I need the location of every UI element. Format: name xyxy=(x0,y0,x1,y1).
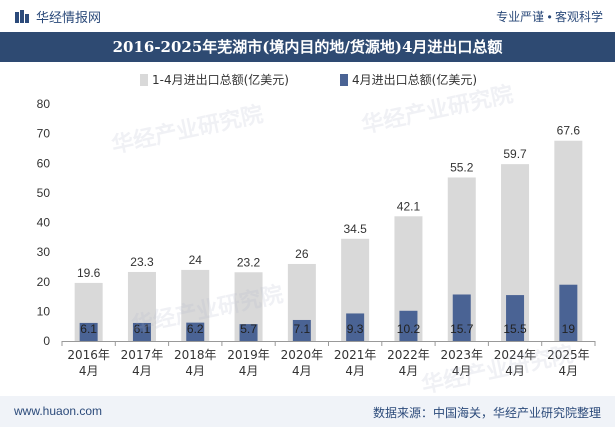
brand-logo-icon xyxy=(15,9,29,23)
x-tick-label-month: 4月 xyxy=(79,364,99,378)
data-label-total: 42.1 xyxy=(397,199,421,213)
data-label-total: 23.3 xyxy=(130,255,154,269)
chart-area: 华经产业研究院 华经产业研究院 华经产业研究院 华经产业研究院 1-4月进出口总… xyxy=(0,62,615,398)
x-tick-label-month: 4月 xyxy=(399,364,419,378)
x-tick-label-year: 2018年 xyxy=(174,348,217,362)
x-tick-label-month: 4月 xyxy=(132,364,152,378)
bar-chart: 1-4月进出口总额(亿美元) 4月进出口总额(亿美元) 0 10 20 30 40 50 60 7… xyxy=(37,72,596,378)
x-tick-label-month: 4月 xyxy=(185,364,205,378)
data-label-total: 59.7 xyxy=(503,147,527,161)
y-tick-label: 20 xyxy=(37,275,51,289)
x-tick-label-year: 2017年 xyxy=(121,348,164,362)
x-tick-label-month: 4月 xyxy=(452,364,472,378)
data-source: 数据来源：中国海关，华经产业研究院整理 xyxy=(372,406,601,420)
bar-april xyxy=(346,313,365,341)
data-label-april: 5.7 xyxy=(240,322,257,336)
website-link[interactable]: www.huaon.com xyxy=(14,404,103,418)
legend-label-2: 4月进出口总额(亿美元) xyxy=(352,72,477,87)
y-tick-label: 40 xyxy=(37,216,51,230)
legend-label-1: 1-4月进出口总额(亿美元) xyxy=(152,72,289,87)
x-tick-label-month: 4月 xyxy=(292,364,312,378)
x-tick-label-year: 2022年 xyxy=(387,348,430,362)
bar-april xyxy=(292,319,311,341)
data-label-total: 26 xyxy=(295,247,309,261)
x-tick-label-year: 2025年 xyxy=(547,348,590,362)
footer: www.huaon.com 数据来源：中国海关，华经产业研究院整理 xyxy=(0,396,615,427)
y-tick-label: 30 xyxy=(37,245,51,259)
x-tick-label-month: 4月 xyxy=(505,364,525,378)
data-label-april: 19 xyxy=(562,322,576,336)
legend-swatch-1 xyxy=(140,74,148,86)
x-tick-label-month: 4月 xyxy=(239,364,259,378)
x-tick-label-year: 2021年 xyxy=(334,348,377,362)
bar-april xyxy=(399,310,418,341)
x-tick-label-year: 2016年 xyxy=(67,348,110,362)
data-label-total: 55.2 xyxy=(450,160,474,174)
bar-april xyxy=(239,324,258,341)
y-tick-label: 50 xyxy=(37,186,51,200)
legend-swatch-2 xyxy=(340,74,348,86)
y-tick-label: 0 xyxy=(43,334,50,348)
chart-title: 2016-2025年芜湖市(境内目的地/货源地)4月进出口总额 xyxy=(0,32,615,62)
data-label-total: 23.2 xyxy=(237,255,261,269)
top-bar: 华经情报网 专业严谨 • 客观科学 xyxy=(0,0,615,32)
data-label-april: 9.3 xyxy=(347,322,364,336)
brand-name: 华经情报网 xyxy=(36,10,102,25)
y-tick-label: 70 xyxy=(37,127,51,141)
data-label-april: 6.2 xyxy=(187,322,204,336)
x-tick-label-year: 2024年 xyxy=(494,348,537,362)
data-label-april: 15.7 xyxy=(450,322,474,336)
bar-april xyxy=(186,322,205,341)
data-label-total: 24 xyxy=(189,253,203,267)
x-tick-label-month: 4月 xyxy=(559,364,579,378)
data-label-april: 6.1 xyxy=(134,322,151,336)
bar-april xyxy=(132,322,151,341)
data-label-april: 7.1 xyxy=(294,322,311,336)
bar-april xyxy=(559,284,578,341)
data-label-total: 19.6 xyxy=(77,266,101,280)
data-label-total: 67.6 xyxy=(557,124,581,138)
bar-april xyxy=(79,322,98,341)
data-label-april: 6.1 xyxy=(80,322,97,336)
y-tick-label: 10 xyxy=(37,304,51,318)
data-label-april: 15.5 xyxy=(503,322,527,336)
x-tick-label-month: 4月 xyxy=(345,364,365,378)
bar-april xyxy=(452,294,471,341)
y-tick-label: 60 xyxy=(37,156,51,170)
brand: 华经情报网 xyxy=(14,7,101,26)
y-tick-label: 80 xyxy=(37,97,51,111)
x-tick-label-year: 2019年 xyxy=(227,348,270,362)
slogan: 专业严谨 • 客观科学 xyxy=(496,10,603,24)
data-label-total: 34.5 xyxy=(343,222,367,236)
bar-april xyxy=(506,295,525,341)
data-label-april: 10.2 xyxy=(397,322,421,336)
x-tick-label-year: 2023年 xyxy=(440,348,483,362)
x-tick-label-year: 2020年 xyxy=(281,348,324,362)
